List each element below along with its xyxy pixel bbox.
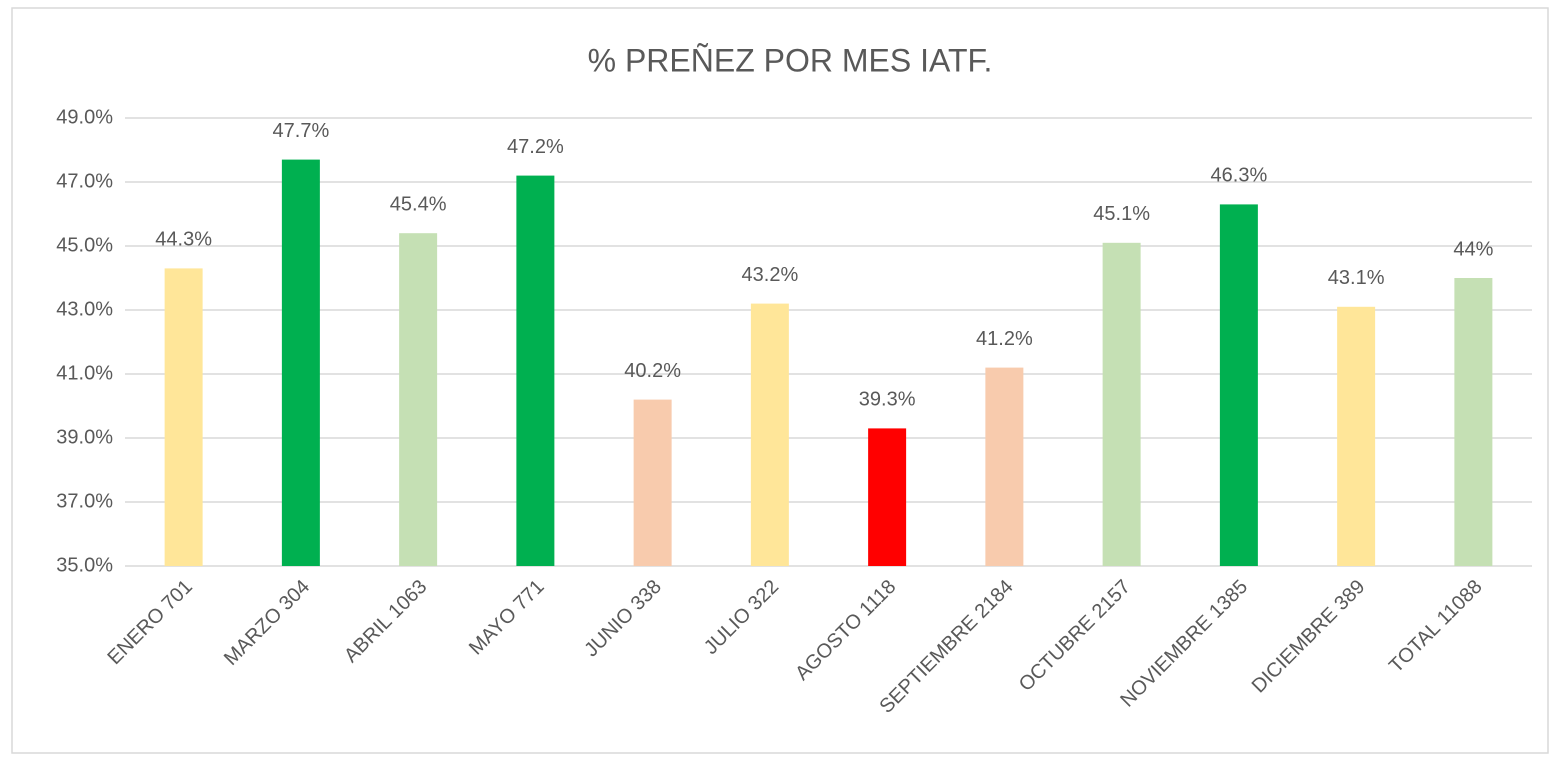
bar [868, 428, 907, 566]
y-tick-label: 37.0% [56, 490, 113, 512]
y-tick-label: 35.0% [56, 554, 113, 576]
bar [281, 159, 320, 566]
y-tick-label: 45.0% [56, 234, 113, 256]
y-tick-label: 49.0% [56, 106, 113, 128]
bar [1337, 306, 1376, 566]
data-label: 46.3% [1211, 165, 1268, 187]
data-label: 47.2% [507, 136, 564, 158]
bar [1219, 204, 1258, 566]
data-label: 40.2% [624, 360, 681, 382]
data-label: 44.3% [155, 229, 212, 251]
chart-title: % PREÑEZ POR MES IATF. [588, 42, 993, 78]
data-label: 44% [1453, 238, 1493, 260]
data-label: 45.1% [1093, 203, 1150, 225]
data-label: 41.2% [976, 328, 1033, 350]
data-label: 43.1% [1328, 267, 1385, 289]
bar [164, 268, 203, 566]
data-label: 43.2% [742, 264, 799, 286]
bar [1102, 242, 1141, 567]
y-tick-label: 41.0% [56, 362, 113, 384]
bar [516, 175, 555, 566]
bar [633, 399, 672, 566]
bar [1454, 278, 1493, 566]
y-tick-label: 39.0% [56, 426, 113, 448]
y-tick-label: 43.0% [56, 298, 113, 320]
data-label: 45.4% [390, 193, 447, 215]
bar [399, 233, 438, 566]
data-label: 39.3% [859, 389, 916, 411]
bar [750, 303, 789, 566]
y-tick-label: 47.0% [56, 170, 113, 192]
bar [985, 367, 1024, 566]
data-label: 47.7% [273, 120, 330, 142]
